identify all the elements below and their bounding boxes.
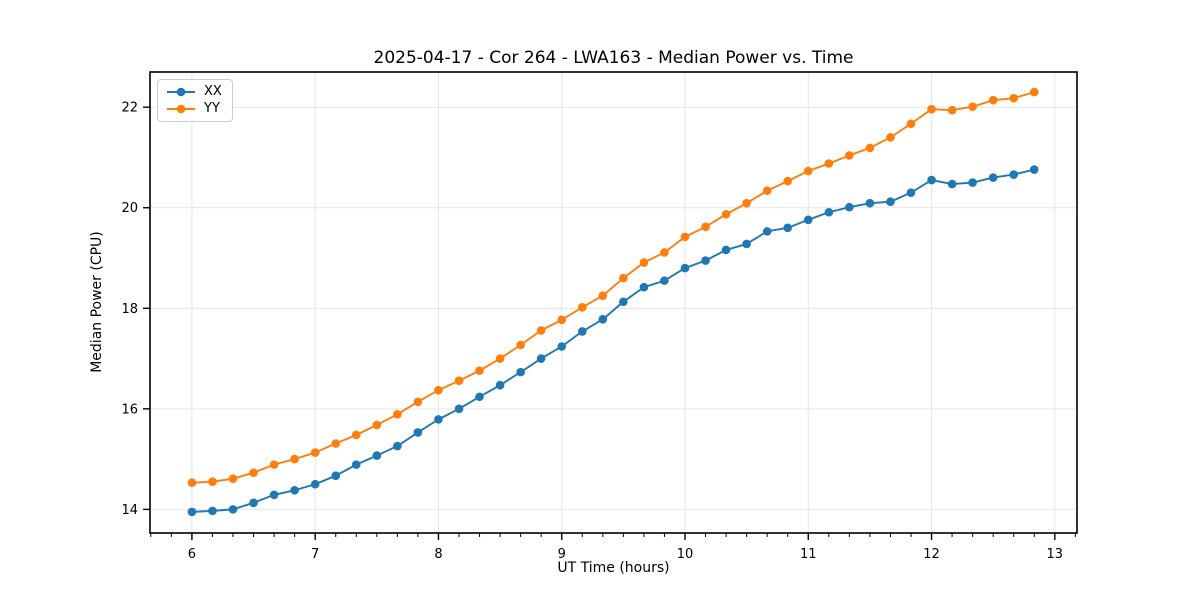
svg-text:20: 20 xyxy=(121,201,138,216)
svg-text:22: 22 xyxy=(121,101,138,116)
svg-text:11: 11 xyxy=(800,547,817,562)
svg-text:18: 18 xyxy=(121,302,138,317)
legend-item-xx: XX xyxy=(165,85,222,99)
svg-text:16: 16 xyxy=(121,402,138,417)
svg-text:8: 8 xyxy=(434,547,442,562)
svg-text:7: 7 xyxy=(311,547,319,562)
legend-item-yy: YY xyxy=(165,102,222,116)
x-axis-label: UT Time (hours) xyxy=(557,560,670,576)
svg-text:14: 14 xyxy=(121,503,138,518)
svg-text:13: 13 xyxy=(1047,547,1064,562)
svg-text:12: 12 xyxy=(923,547,940,562)
svg-text:6: 6 xyxy=(188,547,196,562)
legend-line-marker-icon xyxy=(167,87,195,97)
svg-text:10: 10 xyxy=(677,547,694,562)
legend-line-marker-icon xyxy=(167,104,195,114)
legend-label-xx: XX xyxy=(204,84,222,99)
svg-text:9: 9 xyxy=(558,547,566,562)
chart-title: 2025-04-17 - Cor 264 - LWA163 - Median P… xyxy=(373,48,854,68)
legend: XX YY xyxy=(157,79,233,122)
y-axis-label: Median Power (CPU) xyxy=(89,231,105,373)
legend-label-yy: YY xyxy=(204,101,220,116)
